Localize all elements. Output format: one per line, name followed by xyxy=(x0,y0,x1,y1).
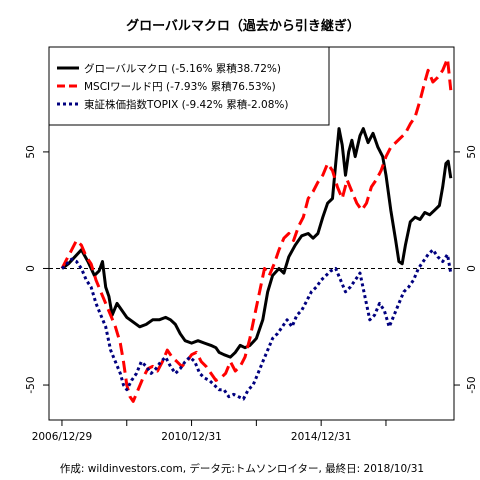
series-lines xyxy=(60,57,453,403)
y-tick-label-left: -50 xyxy=(25,376,37,393)
x-tick-label: 2006/12/29 xyxy=(32,431,93,443)
y-axis-right: -50 0 50 xyxy=(454,145,478,394)
legend-label-1: MSCIワールド円 (-7.93% 累積76.53%) xyxy=(84,80,276,93)
y-axis-left: -50 0 50 xyxy=(25,145,49,394)
source-caption: 作成: wildinvestors.com, データ元:トムソンロイター, 最終… xyxy=(60,462,424,475)
series-line-2 xyxy=(60,248,453,401)
y-tick-label-left: 50 xyxy=(25,145,37,158)
legend-box xyxy=(48,46,330,126)
legend-label-2: 東証株価指数TOPIX (-9.42% 累積-2.08%) xyxy=(84,98,288,111)
series-line-0 xyxy=(61,127,453,359)
legend: グローバルマクロ (-5.16% 累積38.72%) MSCIワールド円 (-7.… xyxy=(48,46,330,126)
y-tick-label-right: 0 xyxy=(466,265,478,272)
x-tick-label: 2010/12/31 xyxy=(161,431,222,443)
y-tick-label-right: -50 xyxy=(466,376,478,393)
series-line-1 xyxy=(60,57,453,403)
x-tick-label: 2014/12/31 xyxy=(291,431,352,443)
chart-title: グローバルマクロ（過去から引き継ぎ） xyxy=(126,18,360,34)
legend-label-0: グローバルマクロ (-5.16% 累積38.72%) xyxy=(84,62,281,75)
y-tick-label-right: 50 xyxy=(466,145,478,158)
y-tick-label-left: 0 xyxy=(25,265,37,272)
x-axis: 2006/12/29 2010/12/31 2014/12/31 xyxy=(32,420,387,443)
